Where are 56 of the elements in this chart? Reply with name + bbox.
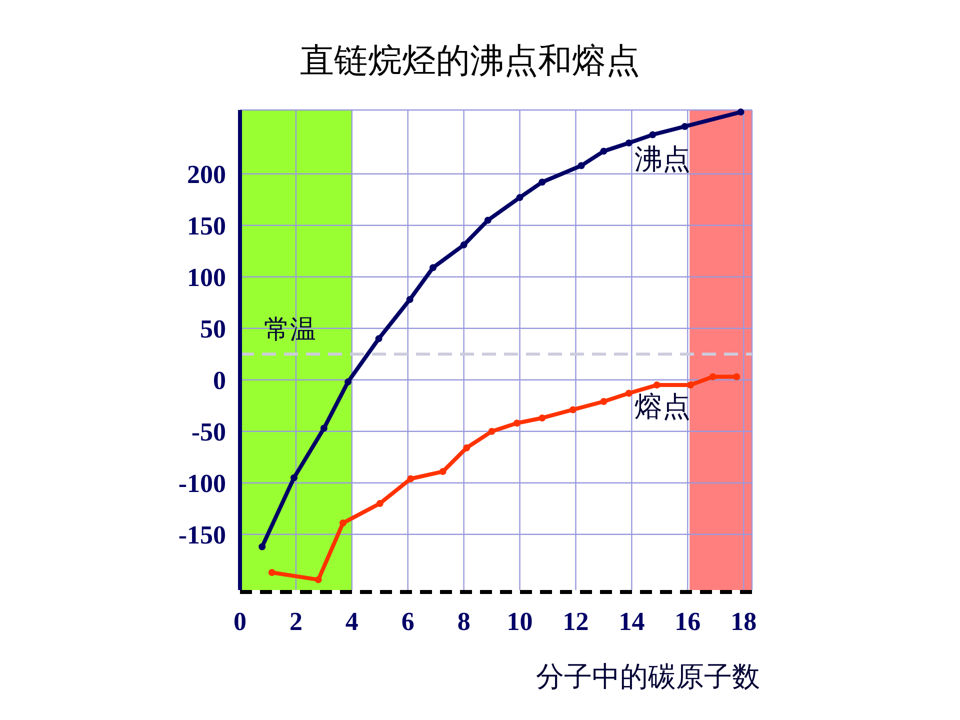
point xyxy=(488,428,496,435)
y-tick-label: -100 xyxy=(178,468,226,498)
point xyxy=(320,424,328,432)
point xyxy=(290,474,298,482)
x-tick-label: 2 xyxy=(289,607,302,636)
point xyxy=(733,373,740,380)
point xyxy=(258,543,266,550)
point xyxy=(625,139,632,146)
point xyxy=(339,520,346,527)
point xyxy=(538,178,546,186)
point xyxy=(686,382,694,389)
y-tick-label: -50 xyxy=(191,417,226,446)
point xyxy=(484,216,492,224)
x-tick-label: 0 xyxy=(234,607,246,636)
x-tick-label: 16 xyxy=(674,607,701,636)
point xyxy=(709,373,716,380)
point xyxy=(653,382,660,389)
point xyxy=(430,264,437,272)
point xyxy=(460,241,468,248)
chart-title: 直链烷烃的沸点和熔点 xyxy=(300,43,640,80)
series-label: 沸点 xyxy=(634,144,690,176)
y-tick-label: 200 xyxy=(187,160,226,189)
series-label: 熔点 xyxy=(634,392,690,423)
point xyxy=(737,108,744,116)
x-tick-label: 8 xyxy=(457,607,470,636)
point xyxy=(516,194,524,202)
point xyxy=(513,420,520,427)
point xyxy=(407,475,414,482)
point xyxy=(375,335,382,342)
point xyxy=(376,500,384,507)
x-tick-label: 6 xyxy=(401,607,414,636)
point xyxy=(463,444,470,452)
point xyxy=(578,162,585,170)
point xyxy=(600,398,608,405)
point xyxy=(344,378,352,386)
point xyxy=(314,576,322,584)
x-tick-label: 4 xyxy=(345,607,358,636)
x-tick-label: 12 xyxy=(562,607,589,636)
point xyxy=(569,406,576,414)
point xyxy=(538,414,546,422)
x-tick-label: 18 xyxy=(730,607,757,636)
x-axis-title: 分子中的碳原子数 xyxy=(536,662,760,693)
x-tick-label: 10 xyxy=(506,607,533,636)
y-tick-label: 50 xyxy=(200,314,226,344)
point xyxy=(625,390,632,397)
point xyxy=(681,122,688,130)
point xyxy=(406,296,414,304)
point xyxy=(600,148,608,155)
y-tick-label: 100 xyxy=(187,262,226,292)
y-tick-label: -150 xyxy=(178,520,226,550)
point xyxy=(268,568,276,576)
y-tick-label: 0 xyxy=(213,366,226,395)
point xyxy=(649,131,656,138)
x-tick-label: 14 xyxy=(618,607,645,636)
point xyxy=(439,468,446,476)
y-tick-label: 150 xyxy=(187,211,226,240)
